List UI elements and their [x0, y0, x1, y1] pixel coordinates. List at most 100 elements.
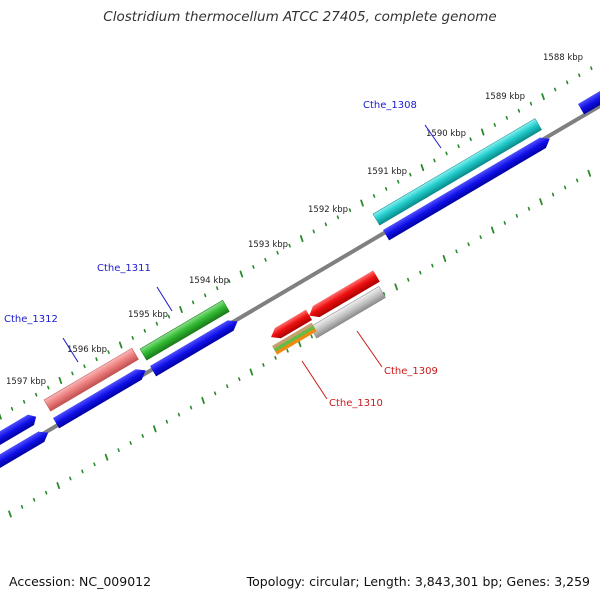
ruler-tick — [348, 208, 352, 213]
ruler-tick — [141, 434, 144, 438]
cds-arrow[interactable] — [53, 365, 149, 429]
ruler-tick — [249, 368, 254, 376]
ruler-tick — [201, 396, 205, 404]
ruler-tick — [20, 505, 24, 509]
ruler-tick — [397, 179, 400, 184]
ruler-tick — [71, 371, 74, 376]
ruler-tick — [228, 279, 231, 284]
cds-arrow[interactable] — [0, 428, 51, 471]
kbp-tick-label: 1591 kbp — [367, 167, 407, 177]
ruler-tick — [407, 277, 410, 282]
ruler-tick — [129, 441, 132, 445]
ruler-tick — [445, 151, 448, 156]
ruler-tick — [457, 144, 460, 149]
gene-label-Cthe_1309[interactable]: Cthe_1309 — [384, 366, 438, 377]
ruler-tick — [189, 405, 193, 410]
ruler-tick — [239, 270, 244, 278]
ruler-tick — [274, 355, 277, 360]
feature-red-arrow[interactable] — [306, 270, 380, 321]
outer-ruler — [0, 66, 593, 420]
cds-arrow[interactable] — [150, 316, 241, 377]
ruler-tick — [58, 377, 63, 385]
ruler-tick — [490, 226, 495, 234]
ruler-tick — [493, 123, 496, 127]
ruler-tick — [551, 192, 555, 197]
kbp-tick-label: 1595 kbp — [128, 310, 168, 320]
ruler-tick — [505, 115, 509, 120]
ruler-tick — [336, 215, 340, 220]
kbp-tick-label: 1594 kbp — [189, 276, 229, 286]
ruler-tick — [165, 419, 169, 424]
ruler-tick — [394, 283, 398, 291]
ruler-tick — [310, 334, 313, 339]
ruler-tick — [95, 357, 98, 362]
ruler-tick — [56, 482, 61, 490]
gene-callout-line — [156, 286, 173, 312]
ruler-tick — [155, 321, 159, 326]
gene-label-Cthe_1310[interactable]: Cthe_1310 — [329, 398, 383, 409]
ruler-tick — [469, 137, 472, 142]
cds-arrow[interactable] — [578, 80, 600, 115]
ruler-tick — [262, 363, 265, 367]
map-title: Clostridium thermocellum ATCC 27405, com… — [103, 9, 497, 25]
ruler-tick — [47, 385, 50, 390]
ruler-tick — [10, 407, 14, 411]
ruler-tick — [117, 448, 120, 453]
gene-callout-line — [356, 330, 383, 368]
gene-label-Cthe_1311[interactable]: Cthe_1311 — [97, 263, 151, 274]
feature-red-arrow[interactable] — [268, 309, 313, 343]
ruler-tick — [575, 178, 579, 183]
ruler-tick — [8, 510, 12, 518]
ruler-tick — [433, 158, 436, 163]
kbp-tick-label: 1592 kbp — [308, 205, 348, 215]
ruler-tick — [226, 384, 229, 389]
gene-Cthe_1310[interactable] — [272, 322, 317, 355]
ruler-tick — [541, 93, 545, 101]
ruler-tick — [264, 257, 267, 262]
ruler-tick — [517, 108, 521, 113]
gene-label-Cthe_1308[interactable]: Cthe_1308 — [363, 100, 417, 111]
ruler-tick — [35, 392, 38, 397]
ruler-tick — [409, 172, 412, 177]
ruler-tick — [276, 250, 279, 255]
gene-Cthe_1311[interactable] — [139, 299, 230, 361]
ruler-tick — [32, 497, 36, 502]
ruler-tick — [0, 413, 2, 420]
ruler-tick — [81, 469, 84, 474]
ruler-tick — [252, 265, 255, 269]
kbp-tick-label: 1589 kbp — [485, 92, 525, 102]
ruler-tick — [553, 87, 557, 92]
ruler-tick — [324, 222, 328, 227]
gene-callout-line — [424, 124, 442, 149]
ruler-tick — [104, 453, 109, 461]
ruler-tick — [515, 213, 519, 218]
cds-arrow[interactable] — [0, 412, 39, 448]
ruler-tick — [107, 350, 110, 355]
ruler-tick — [167, 314, 171, 319]
gene-label-Cthe_1312[interactable]: Cthe_1312 — [4, 314, 58, 325]
ruler-tick — [455, 249, 458, 254]
gene-callout-line — [62, 337, 79, 363]
gene-Cthe_1312[interactable] — [43, 347, 139, 412]
inner-ruler — [8, 169, 592, 518]
ruler-tick — [191, 300, 195, 305]
genome-backbone — [0, 103, 600, 462]
ruler-tick — [590, 66, 593, 71]
ruler-tick — [587, 169, 592, 177]
ruler-tick — [238, 377, 241, 382]
gene-Cthe_1308[interactable] — [372, 118, 542, 226]
gene-callout-line — [301, 360, 328, 400]
ruler-tick — [69, 476, 72, 481]
ruler-tick — [299, 235, 304, 243]
cds-arrow[interactable] — [383, 134, 553, 241]
ruler-tick — [83, 364, 86, 369]
kbp-tick-label: 1597 kbp — [6, 377, 46, 387]
ruler-tick — [286, 348, 289, 353]
ruler-tick — [179, 306, 183, 314]
ruler-tick — [442, 254, 447, 262]
ruler-tick — [177, 412, 181, 417]
ruler-tick — [288, 243, 291, 248]
ruler-tick — [539, 198, 543, 206]
ruler-tick — [419, 270, 422, 275]
